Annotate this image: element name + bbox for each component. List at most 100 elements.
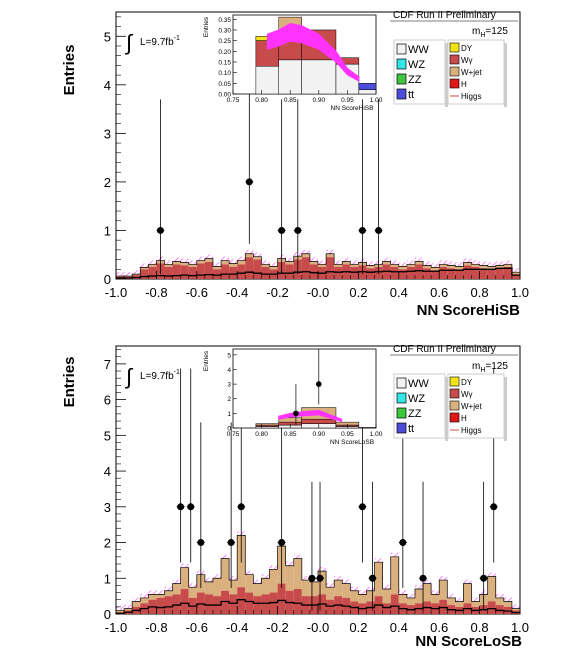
higgs-hatch-bar [390,260,399,265]
higgs-hatch-bar [439,260,448,265]
wgamma-bar [309,264,318,279]
wjet-bar [439,580,448,600]
legend-swatch [396,377,407,389]
higgs-hatch-bar [463,258,472,263]
inset-y-tick-label: 0.00 [218,92,231,99]
x-tick-label: -0.4 [226,285,248,300]
x-tick-label: 0.4 [390,285,408,300]
x-tick-label: 0.4 [390,620,408,635]
higgs-hatch-bar [188,583,197,588]
panel-losb-inset: 0.75 0.80 0.85 0.90 0.95 1.00 0 1 2 3 4 5 NN ScoreLo… [203,348,383,446]
wgamma-bar [431,270,440,279]
x-tick-label: -0.2 [266,620,288,635]
higgs-hatch-bar [293,554,302,559]
wgamma-bar [196,592,205,614]
wjet-bar [431,267,440,271]
higgs-hatch-bar [301,576,310,581]
inset-x-tick-label: 0.95 [341,97,354,104]
legend-label: DY [461,378,473,387]
higgs-hatch-bar [124,272,133,277]
wgamma-bar [301,257,310,279]
y-tick-label: 3 [104,126,111,141]
higgs-hatch-bar [366,586,375,591]
higgs-hatch-bar [180,258,189,263]
legend-label: Higgs [461,92,481,101]
data-point [369,574,377,582]
wjet-bar [301,253,310,258]
inset-y-tick-label: 0.20 [218,49,231,56]
inset-y-tick-label: 4 [227,367,231,374]
wjet-bar [350,590,359,602]
inset-x-tick-label: 0.90 [312,97,325,104]
higgs-hatch-bar [398,262,407,267]
data-point [316,574,324,582]
higgs-hatch-bar [366,261,375,266]
wjet-bar [132,601,141,607]
data-point [187,503,195,511]
inset-y-tick-label: 1 [227,411,231,418]
legend-swatch [396,58,407,70]
y-tick-label: 5 [104,29,111,44]
inset-y-tick-label: 0.30 [218,27,231,34]
higgs-hatch-bar [245,570,254,575]
inset-ylabel: Entries [203,16,210,37]
legend-label: W+jet [461,68,482,77]
wjet-bar [374,562,383,597]
ww-line [116,599,520,614]
legend-swatch [449,78,460,89]
x-tick-label: -0.4 [226,620,248,635]
higgs-hatch-bar [503,260,512,265]
panel-hisb-legend: WW WZ ZZ tt DY Wγ W+jet H Higgs [393,39,507,107]
wjet-bar [293,558,302,589]
wjet-bar [221,558,230,591]
wjet-bar [124,608,133,611]
wjet-bar [423,583,432,602]
legend-label: ZZ [408,74,422,86]
x-tick-label: -1.0 [105,285,127,300]
wgamma-bar [204,594,213,614]
data-point [278,539,286,547]
higgs-hatch-bar [285,257,294,262]
legend-label: WW [408,44,429,56]
total-background-outline [116,535,520,611]
inset-x-tick-label: 1.00 [370,431,383,438]
panel-losb-mass-label: mH=125 [472,361,508,374]
panel-hisb-mass-label: mH=125 [472,26,508,39]
wjet-bar [309,581,318,597]
higgs-hatch-bar [212,574,222,579]
wgamma-bar [164,596,173,614]
wjet-bar [366,590,375,602]
wgamma-bar [180,588,189,614]
wgamma-bar [188,266,197,279]
panel-losb-ylabel: Entries [61,357,78,408]
panel-losb-legend: WW WZ ZZ tt DY Wγ W+jet H Higgs [393,373,507,441]
higgs-hatch-bar [318,260,327,265]
higgs-hatch-bar [455,597,464,602]
wjet-bar [455,601,464,607]
inset-y-tick-label: 0.10 [218,70,231,77]
higgs-hatch-bar [334,260,343,265]
legend-left-shadow [445,377,448,441]
x-tick-label: 0.2 [349,620,367,635]
wjet-bar [390,556,399,595]
wgamma-bar [140,269,149,279]
wjet-bar [309,261,318,265]
wjet-bar [318,571,327,595]
inset-x-tick-label: 0.75 [227,97,240,104]
higgs-hatch-bar [172,257,181,262]
wgamma-bar [180,265,189,279]
wjet-bar [471,601,480,607]
wjet-bar [196,260,205,264]
inset-ww-bar [301,59,337,95]
inset-x-tick-label: 0.75 [227,431,240,438]
data-point [419,574,427,582]
wjet-bar [253,256,262,260]
higgs-hatch-bar [423,261,432,266]
higgs-hatch-bar [414,257,424,262]
wjet-bar [229,580,238,595]
wjet-bar [423,265,432,269]
legend-label: Higgs [461,426,481,435]
legend-swatch [396,392,407,404]
y-tick-label: 2 [104,536,111,551]
higgs-hatch-bar [447,593,456,598]
